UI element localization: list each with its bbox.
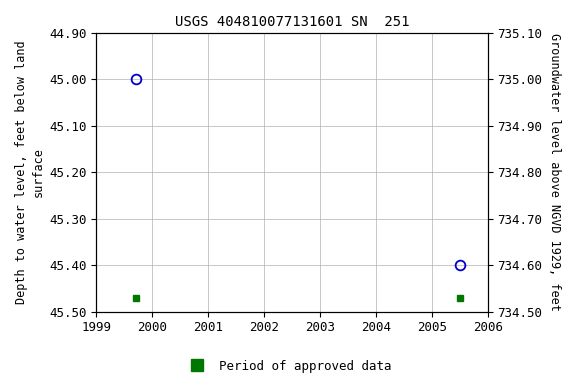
Legend: Period of approved data: Period of approved data: [179, 355, 397, 378]
Y-axis label: Groundwater level above NGVD 1929, feet: Groundwater level above NGVD 1929, feet: [548, 33, 561, 311]
Y-axis label: Depth to water level, feet below land
surface: Depth to water level, feet below land su…: [15, 41, 45, 304]
Title: USGS 404810077131601 SN  251: USGS 404810077131601 SN 251: [175, 15, 410, 29]
